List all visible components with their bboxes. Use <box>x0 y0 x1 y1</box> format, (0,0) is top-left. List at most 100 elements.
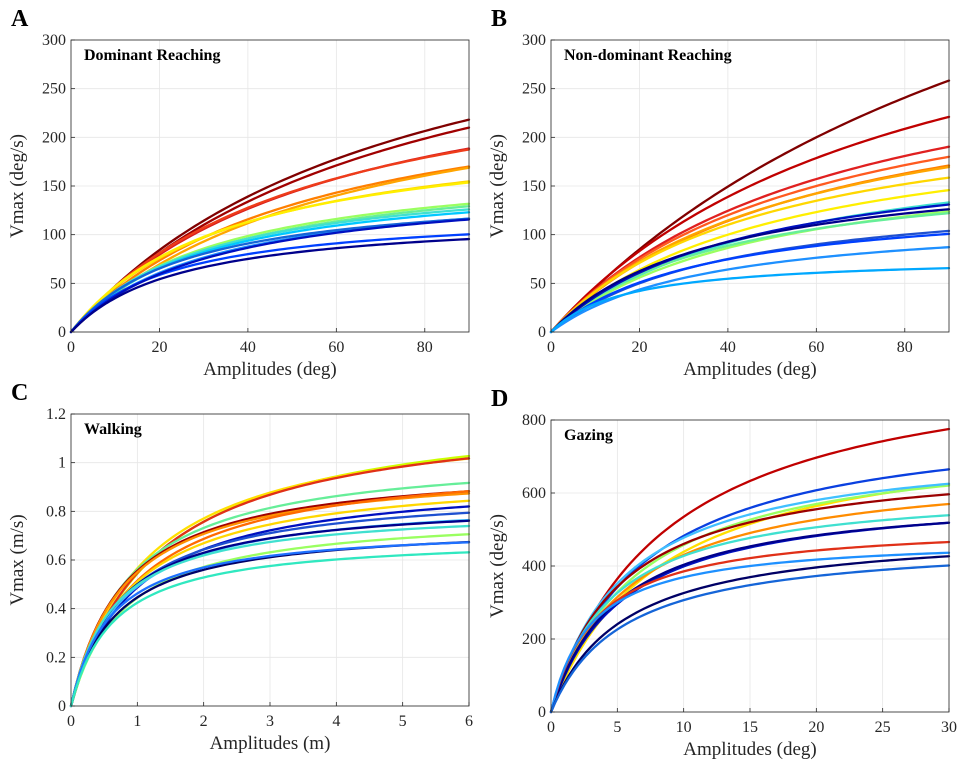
x-tick-label: 6 <box>465 713 473 730</box>
x-tick-label: 60 <box>328 339 344 356</box>
series-curve <box>549 502 951 714</box>
series-curve <box>549 555 951 714</box>
series-curve <box>69 165 471 334</box>
x-tick-label: 20 <box>808 719 824 736</box>
series-curve <box>549 232 951 334</box>
y-tick-label: 250 <box>522 81 546 98</box>
series-curve <box>69 551 471 708</box>
y-tick-label: 0 <box>538 324 546 341</box>
y-tick-label: 600 <box>522 485 546 502</box>
x-tick-label: 2 <box>200 713 208 730</box>
series-curve <box>549 165 951 334</box>
y-tick-label: 150 <box>522 178 546 195</box>
series-curve <box>549 203 951 334</box>
series-curve <box>69 218 471 334</box>
series-curve <box>69 118 471 334</box>
series-curve <box>69 499 471 708</box>
tick-labels: 0 20 40 60 80 0 50 100 150 200 250 300 <box>42 32 433 356</box>
y-tick-label: 200 <box>522 129 546 146</box>
series-curve <box>69 181 471 334</box>
tick-labels: 0 5 10 15 20 25 30 0 200 400 600 800 <box>522 412 957 736</box>
y-tick-label: 50 <box>530 275 546 292</box>
series-curve <box>549 208 951 334</box>
series-curve <box>549 210 951 334</box>
series-curve <box>69 524 471 708</box>
y-tick-label: 0.8 <box>46 503 66 520</box>
series-curve <box>549 201 951 334</box>
y-tick-label: 150 <box>42 178 66 195</box>
y-axis-label: Vmax (deg/s) <box>487 514 508 618</box>
series-curve <box>549 493 951 714</box>
y-tick-label: 50 <box>50 275 66 292</box>
series-curve <box>69 492 471 708</box>
x-tick-label: 4 <box>332 713 340 730</box>
x-tick-label: 40 <box>720 339 736 356</box>
y-tick-label: 200 <box>42 129 66 146</box>
x-tick-label: 10 <box>676 719 692 736</box>
x-tick-label: 1 <box>133 713 141 730</box>
series-curve <box>549 266 951 334</box>
panel-letter: D <box>491 386 508 412</box>
y-tick-label: 0.6 <box>46 552 66 569</box>
curve-group <box>549 427 951 714</box>
panel-letter: B <box>491 6 507 32</box>
curve-group <box>69 454 471 708</box>
x-tick-label: 5 <box>399 713 407 730</box>
series-curve <box>69 208 471 334</box>
y-tick-label: 0 <box>538 704 546 721</box>
y-tick-label: 0.4 <box>46 601 66 618</box>
panel-title: Walking <box>84 421 142 438</box>
tick-labels: 0 1 2 3 4 5 6 0 0.2 0.4 0.6 0.8 1 1.2 <box>46 406 473 730</box>
series-curve <box>69 148 471 334</box>
series-curve <box>69 217 471 334</box>
series-curve <box>549 427 951 714</box>
x-axis-label: Amplitudes (m) <box>210 733 331 754</box>
series-curve <box>549 551 951 714</box>
series-curve <box>549 482 951 714</box>
panel-C: C 0 1 2 3 4 5 6 0 0.2 0.4 0.6 0.8 1 1.2 Walking Ampli… <box>7 380 473 754</box>
y-tick-label: 100 <box>42 227 66 244</box>
tick-labels: 0 20 40 60 80 0 50 100 150 200 250 300 <box>522 32 913 356</box>
panel-letter: A <box>11 6 29 32</box>
x-tick-label: 80 <box>417 339 433 356</box>
x-tick-label: 0 <box>547 339 555 356</box>
series-curve <box>549 514 951 714</box>
x-tick-label: 25 <box>875 719 891 736</box>
x-tick-label: 60 <box>808 339 824 356</box>
series-curve <box>69 541 471 708</box>
x-tick-label: 5 <box>613 719 621 736</box>
panel-A: A 0 20 40 60 80 0 50 100 150 200 250 300 Dominant R… <box>7 6 471 380</box>
x-axis-label: Amplitudes (deg) <box>203 359 337 380</box>
y-tick-label: 0 <box>58 698 66 715</box>
x-tick-label: 20 <box>151 339 167 356</box>
y-tick-label: 250 <box>42 81 66 98</box>
x-tick-label: 80 <box>897 339 913 356</box>
x-tick-label: 3 <box>266 713 274 730</box>
x-tick-label: 15 <box>742 719 758 736</box>
x-axis-label: Amplitudes (deg) <box>683 359 817 380</box>
series-curve <box>549 164 951 334</box>
y-tick-label: 1.2 <box>46 406 66 423</box>
y-tick-label: 300 <box>522 32 546 49</box>
y-tick-label: 300 <box>42 32 66 49</box>
curve-group <box>69 118 471 334</box>
x-tick-label: 0 <box>67 339 75 356</box>
y-tick-label: 200 <box>522 631 546 648</box>
panel-title: Gazing <box>564 427 613 444</box>
panel-title: Dominant Reaching <box>84 47 220 64</box>
y-tick-label: 0.2 <box>46 649 66 666</box>
y-tick-label: 0 <box>58 324 66 341</box>
x-tick-label: 20 <box>631 339 647 356</box>
x-tick-label: 30 <box>941 719 957 736</box>
series-curve <box>549 176 951 334</box>
panel-title: Non-dominant Reaching <box>564 47 732 64</box>
panel-D: D 0 5 10 15 20 25 30 0 200 400 600 800 Gazing Ampli… <box>487 386 957 760</box>
panel-B: B 0 20 40 60 80 0 50 100 150 200 250 300 Non-domina… <box>487 6 951 380</box>
y-tick-label: 100 <box>522 227 546 244</box>
panel-letter: C <box>11 380 28 406</box>
grid-lines <box>70 413 470 707</box>
y-tick-label: 800 <box>522 412 546 429</box>
series-curve <box>69 237 471 334</box>
series-curve <box>549 115 951 334</box>
